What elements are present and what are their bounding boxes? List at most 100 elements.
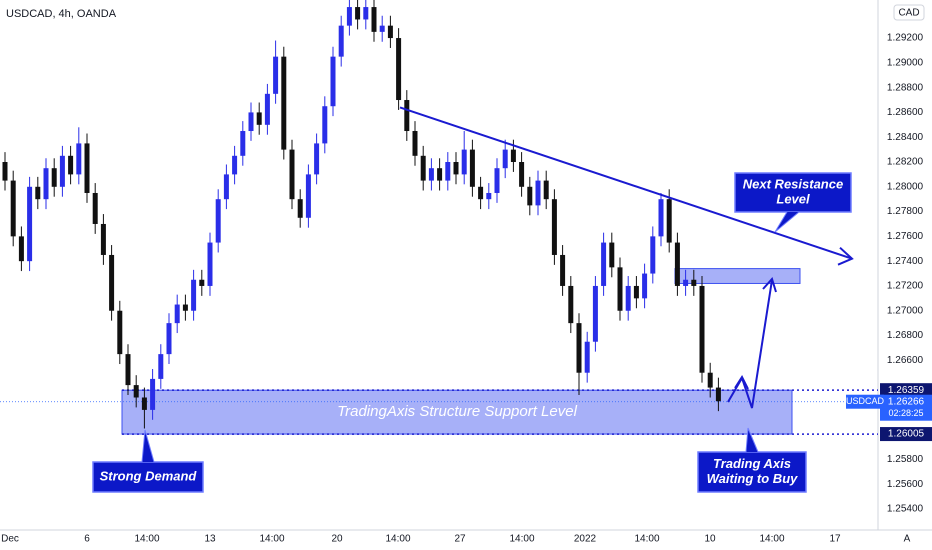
candle-body (683, 279, 689, 286)
candle-body (338, 25, 344, 57)
candle-body (27, 186, 33, 262)
candle-body (273, 56, 279, 94)
candle-body (707, 372, 713, 388)
candle-body (527, 186, 533, 206)
candle-body (715, 387, 721, 402)
candle-body (223, 174, 229, 200)
callout-text: Level (776, 191, 810, 206)
x-tick-label: 14:00 (134, 534, 159, 545)
trendline-arrow (837, 246, 854, 266)
x-tick-label: 14:00 (759, 534, 784, 545)
candle-body (68, 155, 74, 175)
trendline (399, 106, 853, 260)
candle-body (584, 341, 590, 373)
candle-body (125, 354, 131, 386)
candle-body (650, 236, 656, 274)
x-tick-label: 14:00 (509, 534, 534, 545)
candle-body (699, 285, 705, 373)
candle-body (92, 192, 98, 224)
currency[interactable]: CAD (898, 8, 919, 19)
candle-body (207, 242, 213, 286)
candle-body (133, 385, 139, 398)
candle-body (305, 174, 311, 218)
candle-body (658, 199, 664, 237)
candle-body (379, 25, 385, 32)
candle-body (314, 143, 320, 175)
candle-body (666, 199, 672, 243)
callout-text: Waiting to Buy (707, 471, 799, 486)
candle-body (346, 7, 352, 26)
candle-body (519, 161, 525, 187)
y-tick-label: 1.29200 (887, 33, 924, 44)
current-price: 1.26266 (888, 396, 925, 407)
callout-box (734, 172, 852, 213)
candle-body (76, 143, 82, 175)
candle-body (10, 180, 16, 237)
candle-body (117, 310, 123, 355)
candle-body (592, 285, 598, 342)
symbol-box (846, 394, 884, 409)
x-tick-label: 20 (331, 534, 343, 545)
currency-button[interactable] (893, 4, 925, 21)
candle-body (371, 7, 377, 32)
candle-body (453, 161, 459, 175)
y-tick-label: 1.26800 (887, 330, 924, 341)
candle-body (420, 155, 426, 181)
y-tick-label: 1.25600 (887, 479, 924, 490)
current-price-box (880, 394, 932, 421)
candle-body (428, 168, 434, 181)
candle-body (363, 7, 369, 20)
candle-body (502, 149, 508, 169)
candle-body (674, 242, 680, 286)
candle-body (297, 199, 303, 218)
x-tick-label: 10 (704, 534, 716, 545)
y-tick-label: 1.26600 (887, 355, 924, 366)
arrowhead (762, 277, 777, 293)
candle-body (289, 149, 295, 200)
y-tick-label: 1.27200 (887, 281, 924, 292)
y-tick-label: 1.28600 (887, 107, 924, 118)
y-tick-label: 1.29000 (887, 57, 924, 68)
callout-box (92, 461, 204, 493)
candle-body (199, 279, 205, 286)
callout-pointer (745, 427, 759, 453)
y-tick-label: 1.25800 (887, 454, 924, 465)
candle-body (191, 279, 197, 311)
candle-body (486, 192, 492, 200)
candle-body (445, 161, 451, 181)
y-tick-label: 1.28200 (887, 157, 924, 168)
callout-box (697, 451, 807, 493)
x-tick-label: 13 (204, 534, 216, 545)
candle-body (642, 273, 648, 299)
candle-body (355, 7, 361, 20)
candle-body (35, 186, 41, 200)
candle-body (551, 199, 557, 255)
candle-body (560, 254, 566, 286)
candle-body (166, 323, 172, 355)
candle-body (617, 267, 623, 311)
candle-body (510, 149, 516, 162)
candle-body (461, 149, 467, 175)
symbol-label: USDCAD (846, 396, 885, 406)
x-tick-label: 2022 (574, 534, 597, 545)
x-tick-label: 14:00 (385, 534, 410, 545)
candle-body (576, 323, 582, 373)
candle-body (437, 168, 443, 181)
candle-body (158, 354, 164, 379)
candle-body (330, 56, 336, 107)
arrowhead (734, 374, 749, 390)
candle-body (256, 112, 262, 125)
candle-body (412, 131, 418, 156)
y-tick-label: 1.27800 (887, 206, 924, 217)
candle-body (109, 254, 115, 311)
y-tick-label: 1.27000 (887, 305, 924, 316)
scale-mode[interactable]: A (904, 534, 911, 545)
callout-pointer (774, 211, 800, 233)
countdown: 02:28:25 (888, 408, 923, 418)
candle-body (264, 93, 270, 125)
candle-body (150, 378, 156, 410)
candle-body (59, 155, 65, 187)
support-zone (121, 389, 793, 435)
support-top-price: 1.26359 (888, 385, 925, 396)
